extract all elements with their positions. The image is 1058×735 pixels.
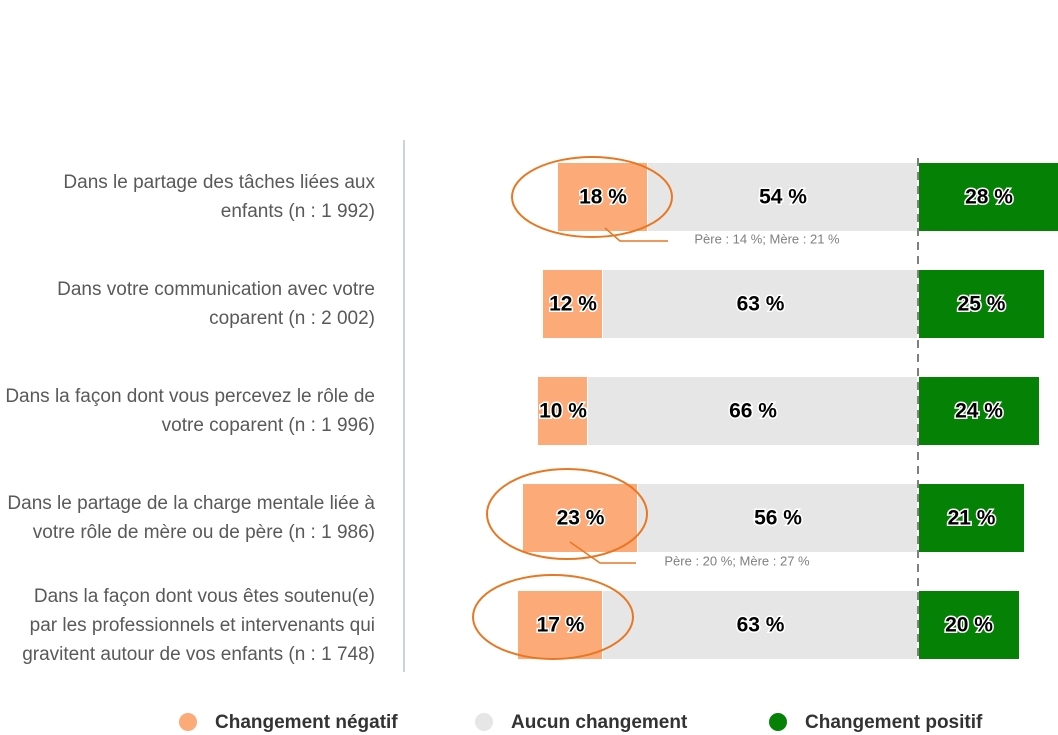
category-label: Dans votre communication avec votre copa… — [0, 249, 375, 359]
annotation: Père : 14 %; Mère : 21 % — [694, 231, 840, 246]
value-label: 54 % — [759, 186, 807, 209]
bar-segment — [543, 270, 602, 338]
highlight — [472, 574, 634, 660]
bar-segment — [919, 591, 1019, 659]
value-label: 63 % — [737, 293, 785, 316]
annotation: Père : 20 %; Mère : 27 % — [664, 553, 810, 568]
legend-swatch — [179, 713, 197, 731]
value-label: 21 % — [948, 507, 996, 530]
bar-segment — [648, 163, 917, 231]
value-label: 56 % — [754, 507, 802, 530]
value-label: 24 % — [955, 400, 1003, 423]
category-text: Dans le partage de la charge mentale lié… — [7, 493, 375, 543]
category-text: Dans la façon dont vous percevez le rôle… — [5, 386, 375, 436]
bar-segment — [558, 163, 647, 231]
value-label: 18 % — [579, 186, 627, 209]
bar-segment — [603, 270, 917, 338]
legend-label: Aucun changement — [511, 712, 688, 733]
bar-segment — [538, 377, 587, 445]
legend-label: Changement négatif — [215, 712, 398, 733]
category-label: Dans le partage de la charge mentale lié… — [0, 463, 375, 573]
legend-swatch — [769, 713, 787, 731]
value-label: 20 % — [945, 614, 993, 637]
legend-label: Changement positif — [805, 712, 983, 733]
value-label: 10 % — [539, 400, 587, 423]
bar-segment — [588, 377, 917, 445]
highlight — [486, 468, 648, 560]
value-label: 28 % — [965, 186, 1013, 209]
value-label: 23 % — [557, 507, 605, 530]
bar-segment — [523, 484, 637, 552]
connector — [604, 227, 668, 242]
value-label: 66 % — [729, 400, 777, 423]
value-label: 63 % — [737, 614, 785, 637]
bar-segment — [919, 270, 1044, 338]
category-label: Dans le partage des tâches liées aux enf… — [0, 142, 375, 252]
category-text: Dans le partage des tâches liées aux enf… — [63, 172, 375, 222]
value-label: 17 % — [537, 614, 585, 637]
bar-segment — [919, 163, 1058, 231]
bar-segment — [638, 484, 917, 552]
highlight — [511, 156, 673, 238]
category-label: Dans la façon dont vous êtes soutenu(e) … — [0, 570, 375, 680]
bar-segment — [919, 377, 1039, 445]
legend-swatch — [475, 713, 493, 731]
value-label: 25 % — [958, 293, 1006, 316]
bar-segment — [603, 591, 917, 659]
category-text: Dans la façon dont vous êtes soutenu(e) … — [22, 585, 375, 665]
bar-segment — [518, 591, 602, 659]
value-label: 12 % — [549, 293, 597, 316]
connector — [569, 541, 636, 564]
bar-segment — [919, 484, 1024, 552]
category-label: Dans la façon dont vous percevez le rôle… — [0, 356, 375, 466]
category-text: Dans votre communication avec votre copa… — [57, 279, 375, 329]
